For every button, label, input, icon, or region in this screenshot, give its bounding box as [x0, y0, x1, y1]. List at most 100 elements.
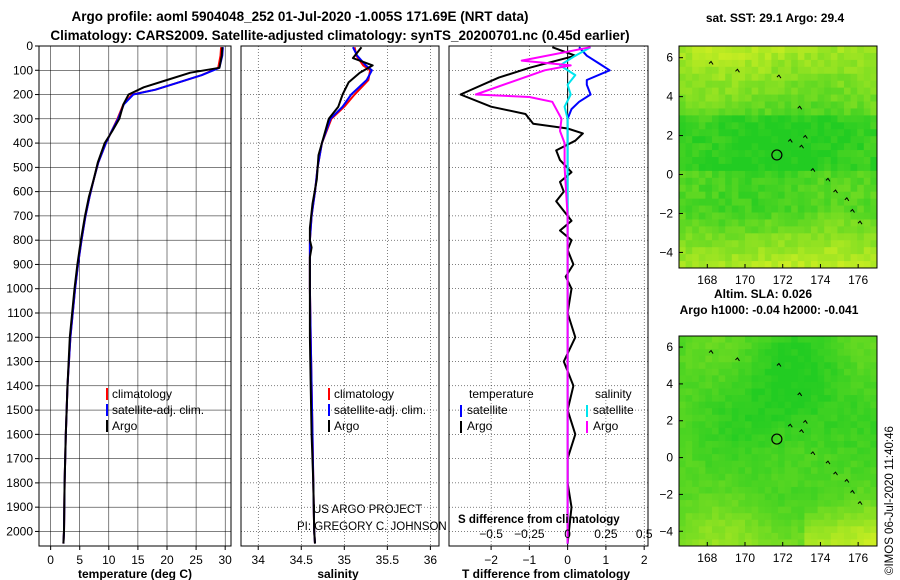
heat-cell	[685, 381, 693, 390]
series-s-satellite	[559, 46, 592, 544]
heat-cell	[784, 108, 792, 116]
heat-cell	[784, 480, 792, 488]
difference-frame	[448, 45, 649, 547]
heat-cell	[731, 500, 739, 508]
heat-cell	[863, 226, 871, 234]
heat-cell	[804, 519, 812, 527]
map-y-tick-label: −2	[659, 206, 673, 220]
heat-cell	[771, 73, 779, 82]
heat-cell	[751, 184, 759, 193]
heat-cell	[771, 414, 779, 422]
heat-cell	[705, 219, 713, 227]
heat-cell	[685, 240, 693, 248]
heat-cell	[698, 434, 706, 442]
heat-cell	[870, 254, 877, 262]
heat-cell	[830, 342, 838, 350]
heat-cell	[679, 480, 687, 488]
heat-cell	[712, 108, 720, 116]
heat-cell	[804, 46, 812, 54]
heat-cell	[738, 526, 746, 534]
heat-cell	[817, 414, 825, 422]
heat-cell	[863, 108, 871, 116]
heat-cell	[811, 381, 819, 390]
heat-cell	[824, 129, 832, 137]
heat-cell	[784, 59, 792, 68]
heat-cell	[771, 261, 779, 268]
heat-cell	[685, 136, 693, 144]
heat-cell	[870, 467, 877, 475]
heat-cell	[718, 427, 726, 436]
heat-cell	[731, 87, 739, 96]
heat-cell	[817, 342, 825, 350]
heat-cell	[718, 136, 726, 144]
heat-cell	[758, 163, 766, 172]
heat-cell	[797, 198, 805, 207]
heat-cell	[870, 163, 877, 172]
heat-cell	[745, 115, 753, 123]
heat-cell	[811, 101, 819, 110]
heat-cell	[863, 342, 871, 350]
heat-cell	[725, 101, 733, 110]
heat-cell	[692, 184, 700, 193]
heat-cell	[784, 427, 792, 436]
heat-cell	[824, 532, 832, 541]
heat-cell	[712, 375, 720, 383]
heat-cell	[698, 460, 706, 468]
heat-cell	[804, 414, 812, 422]
heat-cell	[791, 349, 799, 357]
heat-cell	[764, 73, 772, 82]
heat-cell	[685, 233, 693, 241]
heat-cell	[758, 355, 766, 363]
heat-cell	[817, 388, 825, 396]
heat-cell	[857, 240, 865, 248]
heat-cell	[725, 526, 733, 534]
heat-cell	[771, 115, 779, 123]
heat-cell	[685, 73, 693, 82]
heat-cell	[758, 388, 766, 396]
s-tick-label: −0.25	[514, 527, 545, 541]
heat-cell	[685, 447, 693, 455]
heat-cell	[698, 108, 706, 116]
heat-cell	[857, 526, 865, 534]
heat-cell	[863, 454, 871, 462]
heat-cell	[824, 66, 832, 75]
heat-cell	[751, 375, 759, 383]
heat-cell	[804, 59, 812, 68]
heat-cell	[778, 247, 786, 255]
heat-cell	[705, 336, 713, 344]
heat-cell	[850, 52, 858, 61]
heat-cell	[857, 163, 865, 172]
heat-cell	[824, 519, 832, 527]
heat-cell	[824, 368, 832, 376]
heat-cell	[830, 493, 838, 501]
heat-cell	[784, 454, 792, 462]
heat-cell	[692, 395, 700, 403]
heat-cell	[698, 212, 706, 221]
heat-cell	[844, 108, 852, 116]
heat-cell	[844, 342, 852, 350]
heat-cell	[771, 336, 779, 344]
heat-cell	[685, 226, 693, 234]
heat-cell	[778, 122, 786, 130]
heat-cell	[850, 101, 858, 110]
heat-cell	[718, 506, 726, 514]
heat-cell	[811, 240, 819, 248]
heat-cell	[712, 414, 720, 422]
heat-cell	[738, 219, 746, 227]
heat-cell	[837, 401, 845, 409]
heat-cell	[857, 381, 865, 390]
heat-cell	[811, 219, 819, 227]
heat-cell	[817, 226, 825, 234]
heat-cell	[738, 388, 746, 396]
heat-cell	[738, 349, 746, 357]
heat-cell	[850, 486, 858, 495]
heat-cell	[758, 191, 766, 200]
heat-cell	[863, 73, 871, 82]
heat-cell	[751, 388, 759, 396]
heat-cell	[718, 205, 726, 214]
heat-cell	[698, 191, 706, 200]
heat-cell	[824, 486, 832, 495]
heat-cell	[784, 87, 792, 96]
heat-cell	[837, 381, 845, 390]
heat-cell	[863, 388, 871, 396]
